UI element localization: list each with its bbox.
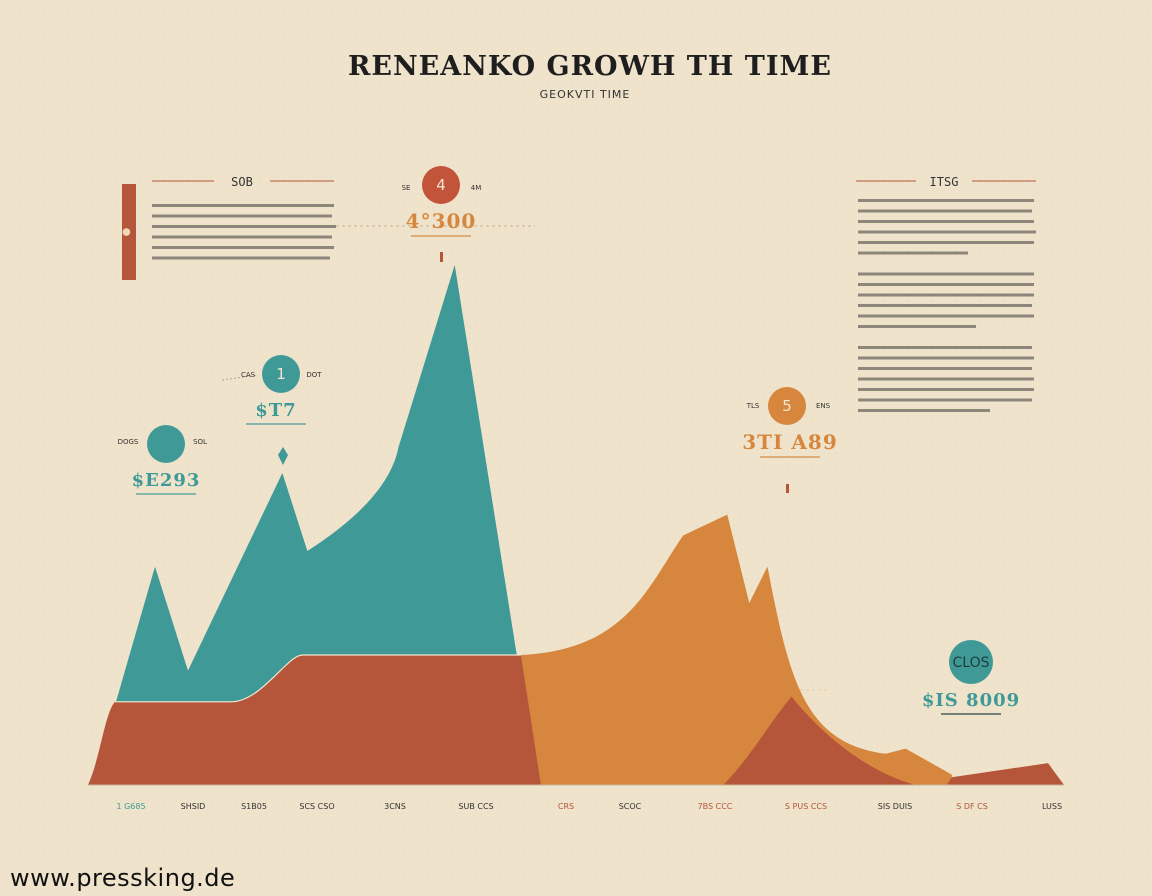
x-tick-label: SCS CSO <box>299 802 334 811</box>
body-text-line <box>858 231 1036 234</box>
callout-badge-text: CLOS <box>953 655 990 671</box>
body-text-line <box>858 315 1034 318</box>
body-text-line <box>858 304 1032 307</box>
callout-badge-text: 4 <box>436 176 446 194</box>
callout-small-left: TLS <box>746 402 760 410</box>
callout-small-left: CAS <box>241 371 256 379</box>
callout-caption-line <box>411 235 471 237</box>
x-tick-label: S1B05 <box>241 802 267 811</box>
callout-small-right: ENS <box>816 402 831 410</box>
body-text-line <box>858 199 1034 202</box>
callout-caption-line <box>760 456 820 458</box>
body-text-line <box>152 215 332 218</box>
x-tick-label: SUB CCS <box>458 802 493 811</box>
x-tick-label: SIS DUIS <box>878 802 913 811</box>
body-text-line <box>858 294 1034 297</box>
svg-text:●: ● <box>121 227 132 236</box>
callout-caption-line <box>246 423 306 425</box>
callout-badge-text: 1 <box>276 365 286 383</box>
body-text-line <box>152 236 332 239</box>
body-text-line <box>858 210 1032 213</box>
x-tick-label: SHSID <box>181 802 206 811</box>
callout-value: $IS 8009 <box>922 690 1020 711</box>
body-text-line <box>858 241 1034 244</box>
body-text-line <box>858 367 1032 370</box>
x-tick-label: S PUS CCS <box>785 802 827 811</box>
x-tick-label: CRS <box>558 802 574 811</box>
callout-value: $T7 <box>255 400 296 421</box>
x-tick-label: SCOC <box>619 802 642 811</box>
body-text-line <box>858 409 990 412</box>
callout-small-left: SE <box>402 184 411 192</box>
body-text-line <box>152 257 330 260</box>
left-heading: SOB <box>231 175 253 189</box>
callout-caption-line <box>136 493 196 495</box>
body-text-line <box>152 225 336 228</box>
x-tick-label: LUSS <box>1042 802 1062 811</box>
body-text-line <box>858 388 1034 391</box>
body-text-line <box>858 252 968 255</box>
main-peak-marker <box>440 252 443 262</box>
callout-caption-line <box>941 713 1001 715</box>
callout-small-right: SOL <box>193 438 207 446</box>
orange-peak-marker <box>786 484 789 493</box>
callout-badge-text: 5 <box>782 397 792 415</box>
callout-small-left: DOGS <box>118 438 139 446</box>
body-text-line <box>858 325 976 328</box>
x-tick-label: 7BS CCC <box>698 802 733 811</box>
body-text-line <box>858 283 1034 286</box>
callout-small-right: DOT <box>306 371 322 379</box>
body-text-line <box>152 204 334 207</box>
callout-value: 3TI A89 <box>742 430 837 454</box>
x-tick-label: S DF CS <box>956 802 988 811</box>
body-text-line <box>858 357 1034 360</box>
body-text-line <box>858 273 1034 276</box>
body-text-line <box>858 378 1034 381</box>
callout-small-right: 4M <box>471 184 482 192</box>
body-text-line <box>858 346 1032 349</box>
body-text-line <box>858 399 1032 402</box>
chart-title: RENEANKO GROWH TH TIME <box>348 51 832 82</box>
x-tick-label: 3CNS <box>384 802 406 811</box>
chart-subtitle: GEOKVTI TIME <box>540 88 631 101</box>
callout-value: $E293 <box>132 470 201 491</box>
x-tick-label: 1 G685 <box>116 802 145 811</box>
body-text-line <box>152 246 334 249</box>
callout-value: 4°300 <box>406 209 477 233</box>
callout-badge <box>147 425 185 463</box>
right-body-lines <box>858 199 1036 412</box>
body-text-line <box>858 220 1034 223</box>
right-heading: ITSG <box>930 175 959 189</box>
watermark-text: www.pressking.de <box>10 864 235 892</box>
